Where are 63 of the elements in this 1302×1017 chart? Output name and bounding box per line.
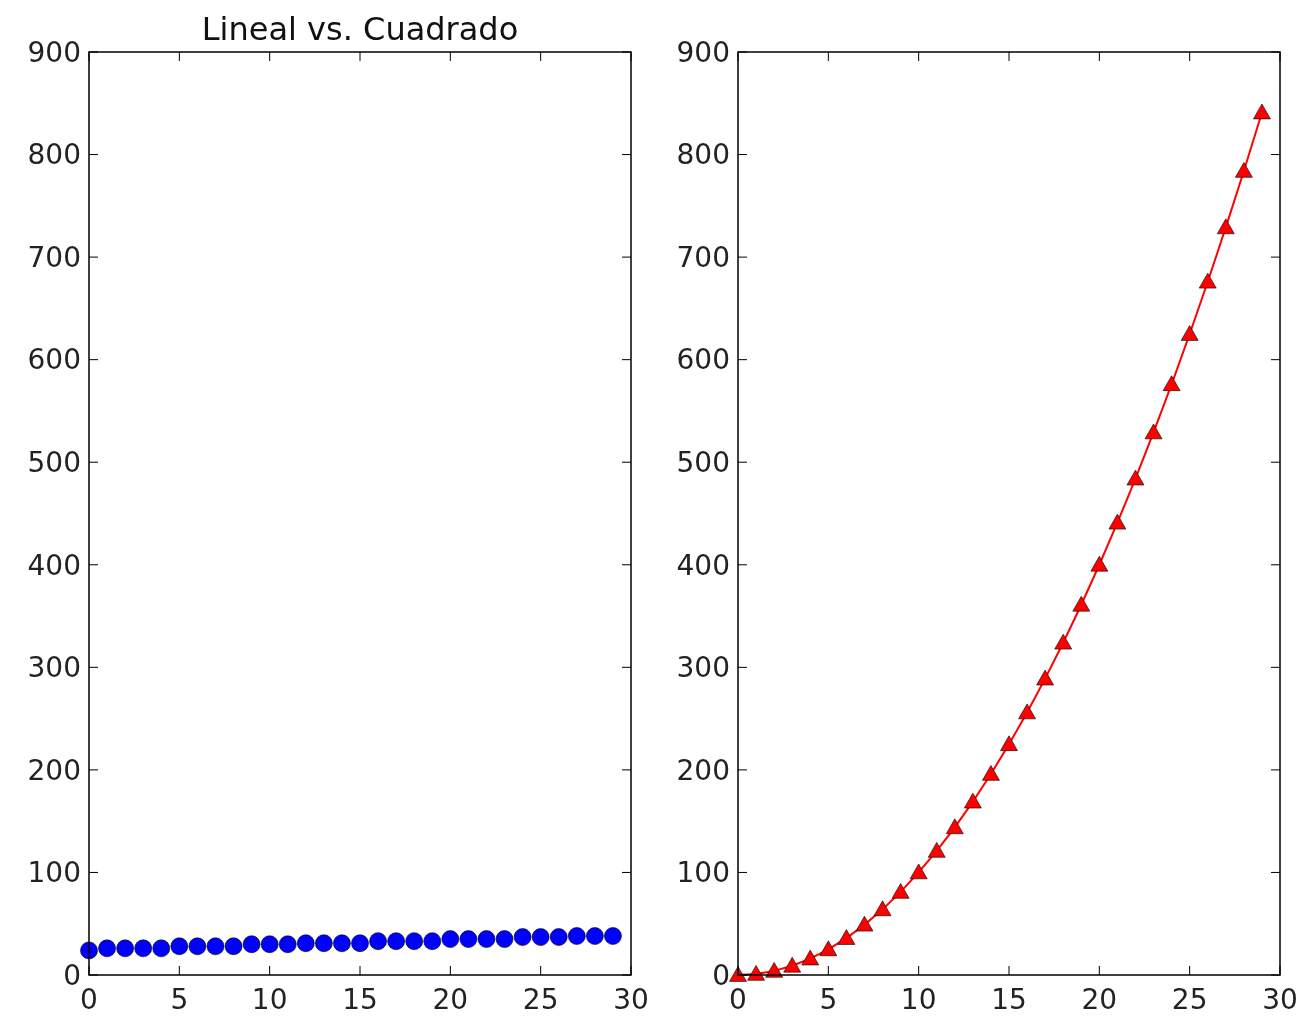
x-tick-label: 25 [1171,983,1208,1016]
y-tick-label: 400 [27,548,81,582]
point [765,962,783,978]
y-tick-label: 100 [27,856,81,890]
y-tick-label: 700 [27,240,81,274]
point [855,915,874,932]
y-tick-label: 900 [676,35,730,69]
point [1253,103,1271,120]
point [1144,423,1163,440]
y-tick-label: 100 [676,856,730,890]
point [801,949,820,966]
y-tick-label: 200 [676,753,730,787]
point [982,765,1000,781]
y-tick-label: 400 [676,548,730,582]
point [747,965,765,981]
point [1054,633,1072,650]
point [783,956,801,973]
point [1180,325,1199,341]
y-tick-label: 800 [27,138,81,172]
x-tick-label: 30 [613,983,649,1016]
y-tick-label: 900 [27,35,81,69]
point [909,863,928,880]
point [819,940,838,957]
y-tick-label: 0 [63,958,81,992]
x-tick-label: 15 [991,983,1027,1016]
y-tick-label: 300 [676,651,730,685]
point [964,792,982,809]
point [891,883,910,899]
y-tick-label: 600 [27,343,81,377]
point [873,900,892,917]
x-tick-label: 25 [522,983,559,1016]
x-tick-label: 10 [900,983,937,1016]
x-tick-label: 10 [251,983,288,1016]
y-tick-label: 700 [676,240,730,274]
x-tick-label: 5 [819,983,838,1016]
x-tick-label: 30 [1262,983,1298,1016]
point [1072,595,1091,612]
point [946,818,964,834]
point [729,966,747,982]
y-tick-label: 0 [712,958,730,992]
point [1217,218,1235,235]
point [1018,703,1036,720]
point [1108,513,1127,530]
point [1126,469,1145,486]
point [1198,272,1217,289]
point [1235,162,1253,178]
point [837,929,856,945]
x-tick-label: 15 [342,983,378,1016]
x-tick-label: 20 [1081,983,1118,1016]
point [1162,375,1181,391]
y-tick-label: 300 [27,651,81,685]
y-tick-label: 500 [676,446,730,480]
x-tick-label: 5 [170,983,189,1016]
point [1090,555,1109,572]
y-tick-label: 600 [676,343,730,377]
y-tick-label: 200 [27,753,81,787]
point [1036,669,1054,686]
point [927,842,946,858]
x-tick-label: 20 [432,983,469,1016]
y-tick-label: 800 [676,138,730,172]
point [1000,735,1018,751]
y-tick-label: 500 [27,446,81,480]
chart-title: Lineal vs. Cuadrado [201,10,519,48]
